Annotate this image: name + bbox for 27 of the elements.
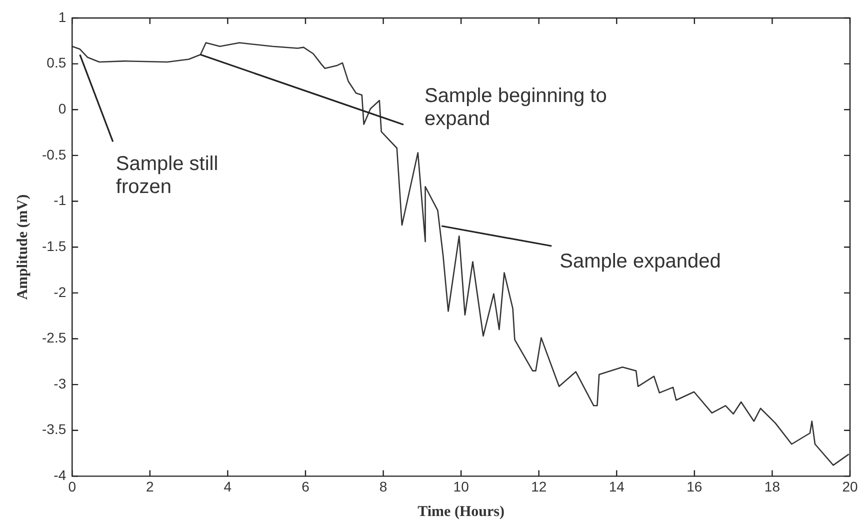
x-tick-label: 14 <box>608 478 625 494</box>
y-tick-label: -1 <box>54 192 66 208</box>
y-tick-label: -1.5 <box>42 238 66 254</box>
x-axis-title: Time (Hours) <box>418 504 504 520</box>
x-tick-label: 12 <box>531 478 547 494</box>
y-tick-label: -2.5 <box>42 330 66 346</box>
y-tick-label: -3.5 <box>42 421 66 438</box>
y-tick-label: 1 <box>58 8 66 25</box>
x-tick-label: 20 <box>842 478 858 494</box>
annotation: Sample expanded <box>560 250 721 273</box>
y-tick-label: -4 <box>54 467 66 484</box>
x-tick-label: 4 <box>224 478 232 494</box>
x-tick-label: 16 <box>686 478 702 494</box>
annotation: Sample beginning to expand <box>424 85 607 130</box>
y-tick-label: -2 <box>54 284 66 300</box>
y-tick-label: -3 <box>54 375 66 392</box>
x-tick-label: 8 <box>379 478 388 494</box>
y-axis-title: Amplitude (mV) <box>14 194 31 300</box>
annotation: Sample still frozen <box>116 153 218 198</box>
x-tick-label: 10 <box>453 478 470 494</box>
x-tick-label: 2 <box>146 478 154 494</box>
y-tick-label: 0.5 <box>46 54 66 71</box>
x-tick-label: 0 <box>68 478 76 494</box>
y-tick-label: -0.5 <box>42 146 66 162</box>
y-tick-label: 0 <box>58 100 66 116</box>
x-tick-label: 6 <box>302 478 310 494</box>
x-tick-label: 18 <box>764 478 780 494</box>
